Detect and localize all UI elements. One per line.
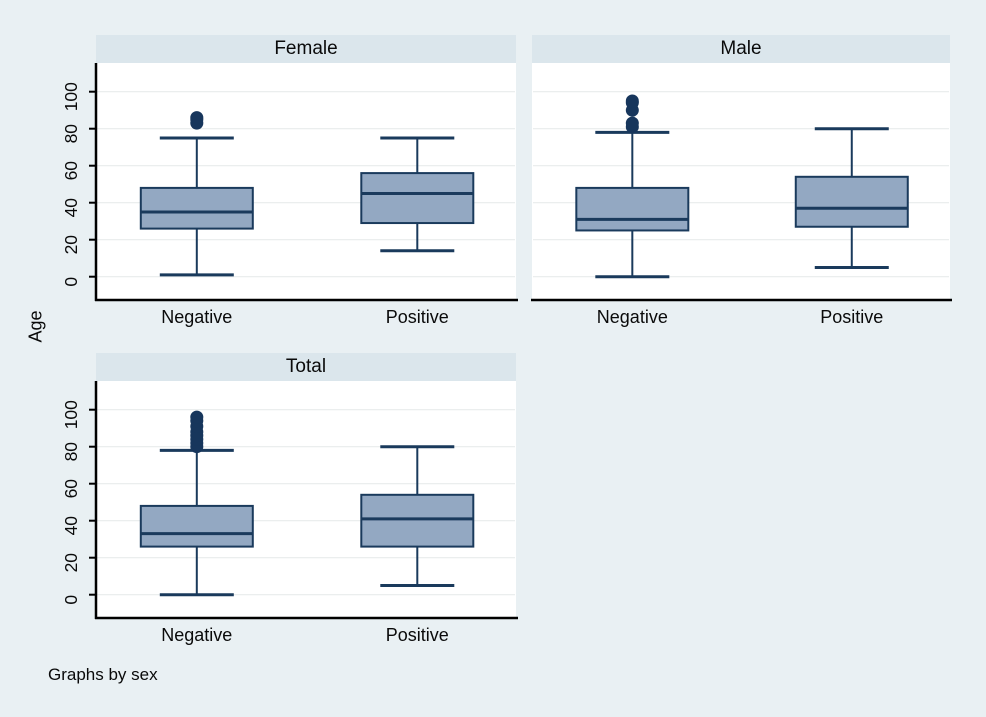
y-tick-label: 80 <box>61 442 81 462</box>
x-category-label: Negative <box>597 307 668 327</box>
y-tick-label: 20 <box>61 553 81 573</box>
y-tick-label: 80 <box>61 124 81 144</box>
plot-area-female <box>96 63 516 300</box>
y-tick-label: 100 <box>61 400 81 429</box>
plot-area-male <box>532 63 950 300</box>
y-tick-label: 20 <box>61 235 81 255</box>
panel-title-total: Total <box>96 353 516 381</box>
y-tick-label: 100 <box>61 82 81 111</box>
x-category-label: Positive <box>386 307 449 327</box>
x-category-label: Negative <box>161 625 232 645</box>
y-axis-title: Age <box>25 310 46 343</box>
y-tick-label: 60 <box>61 161 81 181</box>
y-tick-label: 40 <box>61 516 81 536</box>
plot-area-total <box>96 381 516 618</box>
x-category-label: Positive <box>820 307 883 327</box>
y-tick-label: 40 <box>61 198 81 218</box>
panel-title-male: Male <box>532 35 950 63</box>
y-tick-label: 0 <box>61 277 81 287</box>
panel-title-female: Female <box>96 35 516 63</box>
x-category-label: Positive <box>386 625 449 645</box>
x-category-label: Negative <box>161 307 232 327</box>
y-tick-label: 0 <box>61 595 81 605</box>
y-tick-label: 60 <box>61 479 81 499</box>
figure-caption: Graphs by sex <box>48 665 158 684</box>
